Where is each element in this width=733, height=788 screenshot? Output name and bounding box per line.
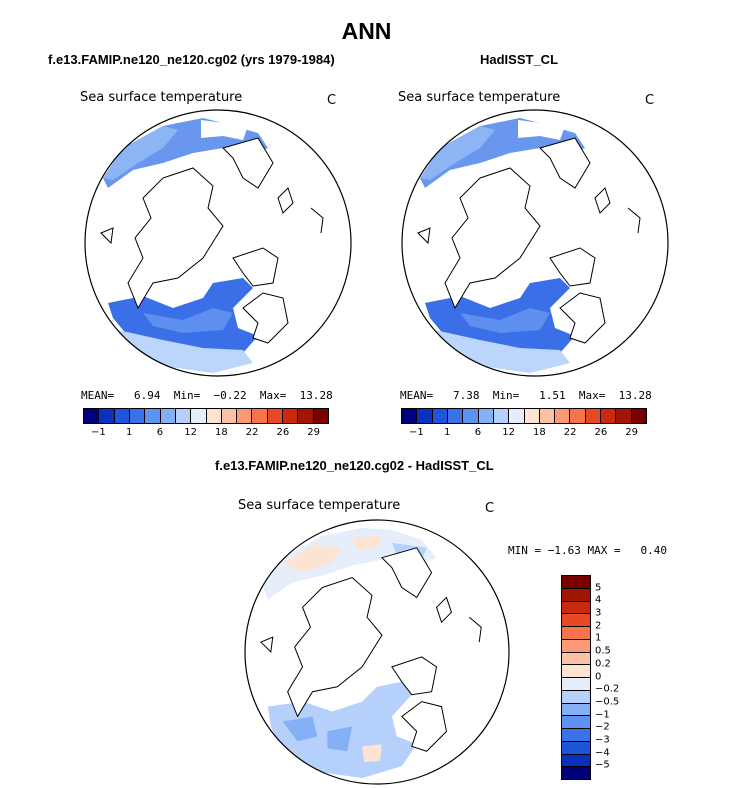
colorbar-swatch	[539, 409, 556, 423]
diff-colorbar-swatch	[562, 729, 590, 742]
colorbar-swatch	[145, 409, 161, 423]
diff-colorbar-swatch	[562, 588, 590, 602]
diff-colorbar-swatch	[562, 627, 590, 640]
diff-colorbar-label: −0.2	[595, 683, 620, 695]
colorbar-tick-label: −1	[91, 427, 106, 438]
diff-colorbar-swatch	[562, 639, 590, 653]
diff-colorbar-swatch	[562, 716, 590, 729]
diff-minmax: MIN = −1.63 MAX = 0.40	[508, 544, 667, 557]
colorbar-swatch	[252, 409, 268, 423]
diff-colorbar-label: 2	[595, 620, 602, 632]
colorbar-tick-label: 1	[125, 427, 133, 438]
colorbar-tick-label: 26	[276, 427, 290, 438]
colorbar-swatch	[478, 409, 494, 423]
colorbar-swatch	[298, 409, 314, 423]
colorbar-swatch	[417, 409, 433, 423]
diff-colorbar-swatch	[562, 576, 590, 589]
diff-colorbar	[561, 575, 591, 780]
colorbar-swatch	[463, 409, 479, 423]
colorbar-swatch	[267, 409, 284, 423]
colorbar-swatch	[206, 409, 222, 423]
diff-colorbar-label: −5	[595, 759, 610, 771]
colorbar-tick-label: −1	[409, 427, 424, 438]
diff-colorbar-swatch	[562, 767, 590, 779]
diff-case-title: f.e13.FAMIP.ne120_ne120.cg02 - HadISST_C…	[215, 458, 494, 473]
diff-colorbar-label: −0.5	[595, 696, 620, 708]
colorbar-tick-label: 22	[563, 427, 577, 438]
panel2-variable-label: Sea surface temperature	[398, 90, 561, 105]
colorbar-swatch	[99, 409, 115, 423]
colorbar-swatch	[555, 409, 571, 423]
panel2-units: C	[645, 93, 655, 108]
diff-colorbar-label: −1	[595, 709, 610, 721]
diff-colorbar-label: 0.2	[595, 658, 611, 670]
diff-colorbar-swatch	[562, 754, 590, 768]
panel1-polar-map	[84, 109, 352, 377]
colorbar-swatch	[631, 409, 646, 423]
colorbar-swatch	[221, 409, 238, 423]
diff-colorbar-swatch	[562, 678, 590, 691]
diff-colorbar-label: 0	[595, 671, 602, 682]
panel1-colorbar: −1 1 6 12 18 22 26 29	[83, 408, 329, 441]
colorbar-swatch	[313, 409, 328, 423]
colorbar-swatch	[129, 409, 146, 423]
diff-colorbar-swatch	[562, 614, 590, 627]
colorbar-tick-label: 6	[474, 427, 482, 438]
colorbar-tick-label: 12	[184, 427, 197, 438]
diff-colorbar-swatch	[562, 601, 590, 615]
diff-colorbar-label: 3	[595, 607, 602, 619]
colorbar-swatch	[160, 409, 176, 423]
diff-colorbar-label: 5	[595, 582, 602, 594]
page-title: ANN	[341, 18, 392, 44]
diff-colorbar-swatch	[562, 690, 590, 704]
colorbar-swatch	[283, 409, 299, 423]
diff-colorbar-label: 4	[595, 594, 602, 606]
diff-colorbar-label: −3	[595, 734, 610, 746]
panel2-stats: MEAN= 7.38 Min= 1.51 Max= 13.28	[400, 389, 652, 402]
colorbar-swatch	[570, 409, 586, 423]
colorbar-swatch	[616, 409, 632, 423]
diff-units: C	[485, 501, 495, 516]
diff-colorbar-swatch	[562, 741, 590, 755]
colorbar-tick-label: 22	[245, 427, 259, 438]
diff-colorbar-label: −4	[595, 747, 610, 759]
diff-polar-map	[244, 519, 510, 785]
colorbar-swatch	[432, 409, 448, 423]
colorbar-swatch	[585, 409, 602, 423]
colorbar-tick-label: 6	[156, 427, 164, 438]
panel2-colorbar: −1 1 6 12 18 22 26 29	[401, 408, 647, 441]
panel1-case-title: f.e13.FAMIP.ne120_ne120.cg02 (yrs 1979-1…	[48, 52, 335, 67]
colorbar-swatch	[447, 409, 464, 423]
diff-colorbar-label: −2	[595, 721, 610, 733]
diff-variable-label: Sea surface temperature	[238, 498, 401, 513]
colorbar-tick-label: 29	[625, 427, 638, 438]
diff-colorbar-swatch	[562, 665, 590, 678]
panel1-variable-label: Sea surface temperature	[80, 90, 243, 105]
colorbar-swatch	[84, 409, 100, 423]
diff-colorbar-swatch	[562, 652, 590, 666]
diff-colorbar-label: 1	[595, 632, 602, 644]
diff-colorbar-swatch	[562, 703, 590, 717]
colorbar-tick-label: 26	[594, 427, 608, 438]
diff-colorbar-label: 0.5	[595, 645, 611, 657]
colorbar-swatch	[191, 409, 207, 423]
colorbar-tick-label: 29	[307, 427, 320, 438]
colorbar-swatch	[175, 409, 192, 423]
panel1-stats: MEAN= 6.94 Min= −0.22 Max= 13.28	[81, 389, 333, 402]
colorbar-swatch	[237, 409, 253, 423]
colorbar-swatch	[402, 409, 418, 423]
colorbar-tick-label: 18	[533, 427, 546, 438]
colorbar-swatch	[509, 409, 525, 423]
colorbar-swatch	[601, 409, 617, 423]
panel2-case-title: HadISST_CL	[480, 52, 559, 67]
colorbar-swatch	[493, 409, 510, 423]
colorbar-swatch	[524, 409, 540, 423]
panel1-units: C	[327, 93, 337, 108]
colorbar-tick-label: 18	[215, 427, 228, 438]
colorbar-tick-label: 1	[443, 427, 451, 438]
colorbar-swatch	[114, 409, 130, 423]
panel2-polar-map	[401, 109, 669, 377]
colorbar-tick-label: 12	[502, 427, 515, 438]
